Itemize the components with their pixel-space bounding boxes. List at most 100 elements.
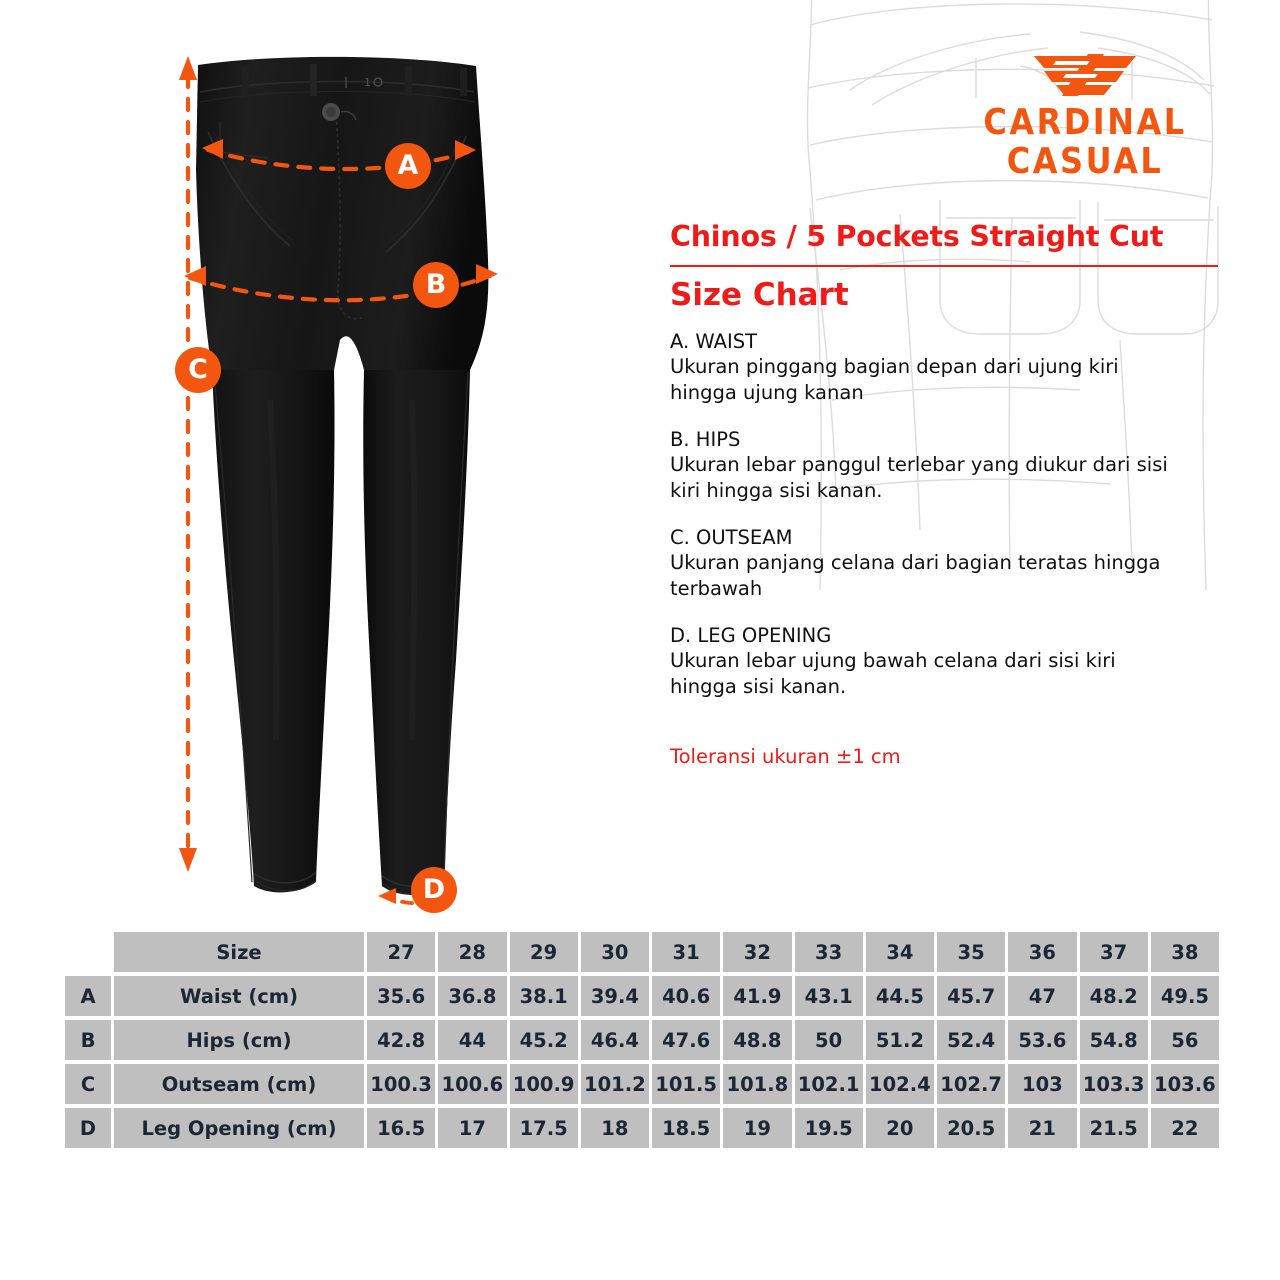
cell-d-27: 16.5 [367,1108,436,1148]
table-header-size-33: 33 [794,932,863,972]
definition-term: C. OUTSEAM [670,526,793,550]
definition-leg-opening: D. LEG OPENING Ukuran lebar ujung bawah … [670,623,1210,699]
cell-a-37: 48.2 [1079,976,1148,1016]
table-row: A Waist (cm) 35.6 36.8 38.1 39.4 40.6 41.9 43.1 4… [65,976,1219,1016]
definition-description: Ukuran pinggang bagian depan dari ujung … [670,355,1119,404]
definition-description: Ukuran panjang celana dari bagian terata… [670,551,1161,600]
cell-b-28: 44 [438,1020,507,1060]
table-row: C Outseam (cm) 100.3 100.6 100.9 101.2 101.5 10… [65,1064,1219,1104]
table-header-size-37: 37 [1079,932,1148,972]
measure-marker-d: D [411,867,457,913]
cell-d-38: 22 [1150,1108,1219,1148]
cell-d-34: 20 [865,1108,934,1148]
cell-c-35: 102.7 [937,1064,1006,1104]
cell-c-29: 100.9 [509,1064,578,1104]
table-header-size-32: 32 [723,932,792,972]
measurement-definitions: A. WAIST Ukuran pinggang bagian depan da… [670,329,1210,721]
cell-d-28: 17 [438,1108,507,1148]
cell-c-30: 101.2 [580,1064,649,1104]
cell-b-30: 46.4 [580,1020,649,1060]
cell-d-31: 18.5 [652,1108,721,1148]
table-row: D Leg Opening (cm) 16.5 17 17.5 18 18.5 19 19.5 2… [65,1108,1219,1148]
table-header-size-38: 38 [1150,932,1219,972]
cell-c-28: 100.6 [438,1064,507,1104]
cell-d-37: 21.5 [1079,1108,1148,1148]
cell-a-34: 44.5 [865,976,934,1016]
size-chart-table: Size 27 28 29 30 31 32 33 34 35 36 37 38 A Waist (cm) 3… [62,928,1222,1152]
cell-c-33: 102.1 [794,1064,863,1104]
size-chart-heading: Size Chart [670,277,849,313]
table-header-size-28: 28 [438,932,507,972]
cell-d-36: 21 [1008,1108,1077,1148]
table-header-size-label: Size [114,932,364,972]
cell-b-35: 52.4 [937,1020,1006,1060]
cell-c-38: 103.6 [1150,1064,1219,1104]
table-header-size-36: 36 [1008,932,1077,972]
table-header-size-29: 29 [509,932,578,972]
cell-a-28: 36.8 [438,976,507,1016]
brand-name-line2: CASUAL [1006,139,1164,183]
cell-b-27: 42.8 [367,1020,436,1060]
cell-a-30: 39.4 [580,976,649,1016]
definition-term: B. HIPS [670,428,741,452]
table-header-size-30: 30 [580,932,649,972]
cell-b-38: 56 [1150,1020,1219,1060]
cell-a-38: 49.5 [1150,976,1219,1016]
measure-marker-a: A [385,143,431,189]
row-letter-d: D [65,1108,111,1148]
cell-c-34: 102.4 [865,1064,934,1104]
measure-marker-b: B [413,262,459,308]
cell-c-32: 101.8 [723,1064,792,1104]
title-divider [670,265,1218,267]
cell-a-29: 38.1 [509,976,578,1016]
cardinal-wing-logo-icon [1034,54,1136,96]
definition-description: Ukuran lebar ujung bawah celana dari sis… [670,649,1116,698]
table-corner-cell [65,932,111,972]
cell-d-30: 18 [580,1108,649,1148]
row-label: Leg Opening (cm) [114,1108,364,1148]
definition-waist: A. WAIST Ukuran pinggang bagian depan da… [670,329,1210,405]
cell-a-36: 47 [1008,976,1077,1016]
table-header-size-27: 27 [367,932,436,972]
cell-a-33: 43.1 [794,976,863,1016]
row-label: Outseam (cm) [114,1064,364,1104]
cell-c-37: 103.3 [1079,1064,1148,1104]
cell-c-36: 103 [1008,1064,1077,1104]
definition-term: D. LEG OPENING [670,624,832,648]
table-row: B Hips (cm) 42.8 44 45.2 46.4 47.6 48.8 50 51.2 52… [65,1020,1219,1060]
cell-a-32: 41.9 [723,976,792,1016]
row-letter-a: A [65,976,111,1016]
table-header-row: Size 27 28 29 30 31 32 33 34 35 36 37 38 [65,932,1219,972]
row-label: Hips (cm) [114,1020,364,1060]
cell-b-37: 54.8 [1079,1020,1148,1060]
cell-b-31: 47.6 [652,1020,721,1060]
pants-illustration: 1 [179,56,498,906]
cell-a-35: 45.7 [937,976,1006,1016]
cell-d-32: 19 [723,1108,792,1148]
cell-c-31: 101.5 [652,1064,721,1104]
table-header-size-31: 31 [652,932,721,972]
cell-a-31: 40.6 [652,976,721,1016]
info-panel: CARDINAL CASUAL Chinos / 5 Pockets Strai… [670,0,1226,900]
cell-b-33: 50 [794,1020,863,1060]
cell-d-35: 20.5 [937,1108,1006,1148]
row-label: Waist (cm) [114,976,364,1016]
brand-logo: CARDINAL CASUAL [970,52,1200,179]
tolerance-note: Toleransi ukuran ±1 cm [670,745,901,768]
definition-term: A. WAIST [670,330,757,353]
cell-b-34: 51.2 [865,1020,934,1060]
cell-b-36: 53.6 [1008,1020,1077,1060]
brand-name-line1: CARDINAL [983,100,1187,144]
product-title: Chinos / 5 Pockets Straight Cut [670,220,1164,253]
row-letter-b: B [65,1020,111,1060]
svg-text:1: 1 [364,76,371,89]
cell-b-32: 48.8 [723,1020,792,1060]
product-figure: 1 A B C D [150,40,550,920]
row-letter-c: C [65,1064,111,1104]
cell-d-33: 19.5 [794,1108,863,1148]
cell-d-29: 17.5 [509,1108,578,1148]
table-header-size-35: 35 [937,932,1006,972]
definition-outseam: C. OUTSEAM Ukuran panjang celana dari ba… [670,525,1210,601]
definition-description: Ukuran lebar panggul terlebar yang diuku… [670,453,1168,502]
cell-b-29: 45.2 [509,1020,578,1060]
